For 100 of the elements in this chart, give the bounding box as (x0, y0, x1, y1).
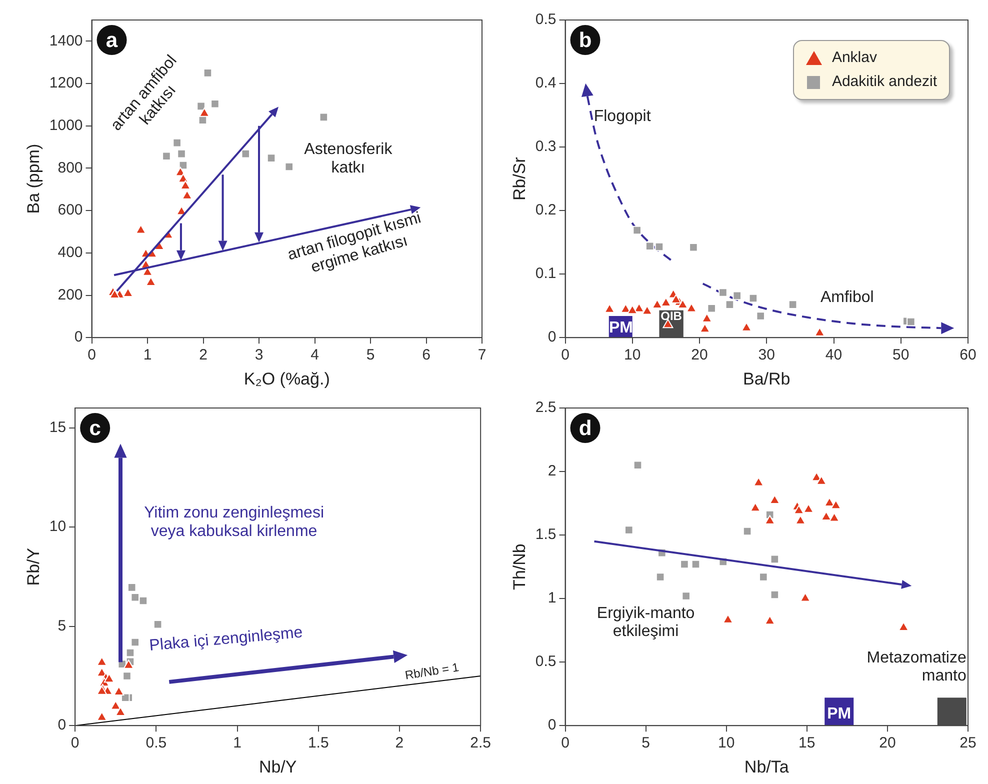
annotation: Ergiyik-manto etkileşimi (596, 604, 695, 640)
x-axis-title: K₂O (%ağ.) (244, 369, 330, 388)
point (182, 190, 192, 200)
point (654, 242, 664, 252)
y-tick-label: 1400 (49, 32, 83, 50)
point (123, 660, 134, 669)
point (178, 173, 188, 183)
point (829, 512, 840, 522)
point (203, 68, 212, 78)
y-tick-label: 1 (548, 590, 556, 607)
y-tick-label: 0 (74, 328, 83, 346)
point (126, 648, 135, 658)
y-tick-label: 5 (58, 617, 66, 634)
point (670, 294, 682, 304)
legend-label: Adakitik andezit (832, 72, 937, 92)
point (146, 276, 156, 286)
y-tick-label: 1200 (49, 74, 83, 92)
x-axis-title: Ba/Rb (743, 369, 790, 388)
x-tick-label: 5 (366, 346, 375, 364)
x-tick-label: 20 (879, 734, 896, 752)
x-tick-label: 6 (422, 346, 430, 364)
y-tick-label: 400 (58, 244, 83, 262)
point (718, 288, 728, 297)
point (196, 102, 206, 111)
y-axis-title: Rb/Sr (510, 156, 529, 201)
x-tick-label: 10 (718, 734, 735, 752)
point (816, 476, 827, 485)
chart-title: a (106, 29, 118, 52)
point (820, 511, 832, 521)
point (732, 291, 742, 300)
point (770, 554, 780, 564)
point (114, 686, 124, 696)
point (702, 313, 712, 322)
annotation: Rb/Nb = 1 (404, 660, 460, 682)
point (764, 515, 776, 524)
annotation: Amfibol (820, 288, 874, 306)
point (741, 322, 752, 332)
y-tick-label: 600 (58, 202, 83, 219)
x-tick-label: 5 (642, 734, 650, 752)
x-tick-label: 0 (561, 346, 570, 364)
y-axis-title: Ba (ppm) (24, 144, 43, 214)
x-axis-title: Nb/Y (258, 757, 297, 776)
y-tick-label: 10 (49, 518, 66, 536)
y-tick-label: 0.4 (535, 74, 556, 92)
annotation: PM (827, 705, 852, 722)
annotation: Yitim zonu zenginleşmesi veya kabuksal kirlenme (144, 504, 324, 540)
point (96, 712, 108, 721)
point (199, 108, 210, 117)
annotation: OIB (660, 308, 682, 323)
point (172, 138, 182, 148)
point (180, 180, 191, 190)
point (748, 294, 758, 303)
point (122, 288, 134, 298)
annotation: Astenosferik katkı (304, 141, 394, 176)
y-tick-label: 0.2 (535, 202, 556, 219)
point (96, 656, 108, 666)
point (142, 266, 153, 276)
point (689, 243, 698, 252)
legend-label: Anklav (832, 48, 877, 68)
x-tick-label: 1 (143, 346, 152, 364)
chart-title: c (89, 417, 102, 440)
y-tick-label: 2.5 (535, 399, 556, 416)
point (725, 300, 734, 309)
x-tick-label: 25 (960, 734, 976, 752)
point (656, 572, 665, 582)
y-axis-title: Th/Nb (510, 544, 529, 590)
y-tick-label: 0.3 (535, 138, 556, 156)
point (770, 590, 780, 600)
point (794, 504, 804, 514)
point (138, 596, 148, 606)
annotation: artan filogopit kısmi ergime katkısı (286, 209, 423, 276)
y-tick-label: 0 (548, 716, 556, 734)
point (642, 306, 652, 315)
x-tick-label: 1 (233, 734, 242, 752)
point (122, 672, 132, 680)
point (769, 494, 780, 504)
y-tick-label: 0 (58, 716, 66, 734)
x-tick-label: 10 (624, 346, 641, 364)
point (115, 706, 126, 716)
point (830, 500, 842, 510)
point (266, 154, 276, 162)
point (677, 299, 688, 308)
x-tick-label: 4 (310, 346, 319, 364)
point (110, 700, 121, 710)
y-tick-label: 2 (548, 462, 556, 480)
point (682, 592, 690, 600)
x-tick-label: 0.5 (146, 734, 167, 752)
x-tick-label: 60 (960, 346, 976, 364)
y-tick-label: 0.5 (535, 653, 556, 670)
point (700, 323, 710, 333)
x-tick-label: 0 (88, 346, 96, 364)
chart-title: d (578, 417, 592, 440)
point (759, 572, 768, 582)
point (800, 592, 811, 602)
point (814, 327, 825, 336)
point (756, 312, 765, 320)
point (652, 299, 662, 308)
x-tick-label: 2 (395, 734, 404, 752)
point (604, 304, 615, 313)
y-tick-label: 1000 (49, 117, 83, 134)
